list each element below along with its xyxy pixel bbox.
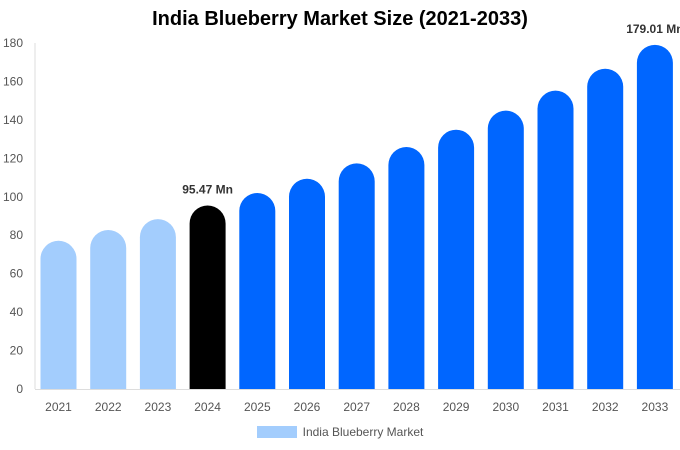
x-tick-label: 2028	[393, 400, 420, 414]
x-tick-label: 2029	[443, 400, 470, 414]
bar-2032	[587, 68, 624, 389]
x-tick-label: 2022	[95, 400, 122, 414]
x-tick-label: 2033	[642, 400, 669, 414]
y-tick-label: 100	[3, 190, 23, 204]
legend-label: India Blueberry Market	[302, 425, 424, 439]
bar-2029	[438, 129, 475, 390]
x-tick-label: 2021	[45, 400, 72, 414]
bar-2026	[289, 178, 325, 389]
x-tick-label: 2032	[592, 400, 619, 414]
x-tick-label: 2031	[542, 400, 569, 414]
y-tick-label: 180	[3, 36, 23, 50]
y-tick-label: 80	[10, 228, 24, 242]
x-tick-label: 2023	[145, 400, 172, 414]
bar-2023	[139, 219, 176, 389]
y-tick-label: 140	[3, 113, 23, 127]
bar-2021	[40, 240, 77, 389]
data-label: 95.47 Mn	[182, 182, 233, 196]
bar-2022	[90, 230, 127, 389]
legend: India Blueberry Market	[0, 425, 680, 439]
x-tick-label: 2026	[294, 400, 321, 414]
bar-2024	[189, 205, 226, 389]
y-tick-label: 20	[10, 344, 24, 358]
bar-2030	[487, 110, 524, 389]
data-label: 179.01 Mn	[626, 22, 680, 36]
bar-2025	[239, 192, 276, 389]
x-tick-label: 2024	[194, 400, 221, 414]
y-tick-label: 160	[3, 74, 23, 88]
y-tick-label: 120	[3, 151, 23, 165]
legend-swatch	[256, 426, 297, 438]
bar-2027	[338, 163, 375, 389]
y-tick-label: 0	[16, 382, 23, 396]
bar-2033	[636, 44, 673, 389]
bar-2028	[388, 146, 425, 389]
x-tick-label: 2025	[244, 400, 271, 414]
x-tick-label: 2027	[343, 400, 370, 414]
bar-2031	[537, 90, 574, 389]
chart-title: India Blueberry Market Size (2021-2033)	[152, 8, 528, 30]
y-tick-label: 40	[10, 305, 24, 319]
y-tick-label: 60	[10, 267, 24, 281]
x-tick-label: 2030	[492, 400, 519, 414]
